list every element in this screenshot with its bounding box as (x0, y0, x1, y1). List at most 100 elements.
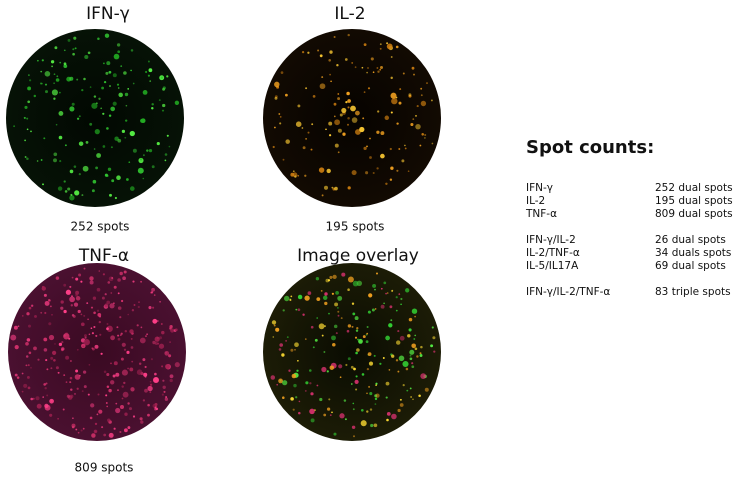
spot (354, 129, 361, 135)
spot (78, 115, 81, 118)
spot (278, 378, 283, 384)
spot (90, 306, 94, 309)
spot (60, 306, 64, 310)
spot (128, 407, 133, 411)
spot (385, 292, 387, 295)
spot (346, 123, 350, 126)
spot (49, 398, 54, 404)
spot (329, 365, 335, 370)
spot (419, 354, 423, 357)
spot (361, 66, 364, 69)
spot (98, 409, 103, 414)
spot (119, 316, 122, 319)
spot (290, 295, 293, 298)
spot (116, 83, 120, 86)
spot (107, 418, 111, 423)
spot (350, 365, 354, 369)
spot (108, 70, 112, 74)
spot (63, 333, 70, 340)
spot (106, 174, 109, 177)
spot (400, 297, 403, 301)
spot (70, 394, 74, 398)
spot (89, 86, 92, 88)
spot (272, 145, 275, 149)
spot (149, 80, 152, 82)
spot (64, 190, 68, 193)
spot (169, 325, 173, 329)
spot (156, 320, 159, 322)
spot (305, 138, 307, 140)
spot (368, 385, 371, 388)
spot (137, 305, 140, 309)
spot (164, 153, 168, 156)
spot (91, 332, 94, 335)
spot (40, 311, 43, 314)
spot (101, 86, 105, 90)
spot (66, 394, 71, 398)
spot (380, 131, 385, 136)
spot (324, 292, 328, 296)
spot (82, 370, 87, 374)
spot (106, 300, 111, 305)
spot (351, 325, 354, 328)
spot (50, 60, 55, 64)
spot (312, 346, 315, 349)
spot (414, 315, 416, 318)
spot (53, 158, 57, 163)
spot (132, 280, 135, 283)
spot (411, 308, 418, 314)
spot (297, 294, 303, 300)
spot (325, 128, 327, 131)
spot (140, 280, 143, 283)
spot (36, 160, 39, 162)
spot (94, 422, 98, 426)
spot (282, 158, 285, 161)
spot (129, 130, 135, 137)
spot (75, 290, 80, 295)
panel-title: IFN-γ (86, 4, 130, 24)
spot (350, 383, 353, 385)
spot (28, 351, 32, 355)
spot (367, 352, 372, 356)
spot (280, 71, 284, 74)
spot (297, 104, 301, 108)
spot (83, 267, 86, 270)
spot (165, 364, 170, 369)
spot (420, 373, 427, 379)
spot (406, 389, 409, 392)
spot (145, 70, 148, 74)
spot (420, 94, 423, 97)
spot (106, 325, 113, 332)
spot (415, 123, 421, 130)
count-value: 252 dual spots (655, 182, 733, 194)
count-label: IFN-γ/IL-2/TNF-α (526, 286, 610, 298)
spot (302, 146, 306, 150)
spot (372, 283, 377, 288)
spot (63, 283, 67, 287)
spot (395, 45, 399, 49)
spot (333, 102, 337, 106)
spot (109, 193, 112, 197)
spot (130, 346, 134, 349)
spot (93, 429, 98, 434)
spot (119, 271, 123, 276)
spot (328, 121, 333, 126)
spot (354, 66, 357, 69)
spot (44, 386, 47, 390)
spot (60, 300, 64, 304)
well (263, 263, 441, 441)
spot (341, 272, 346, 277)
spot (95, 334, 98, 337)
spot (120, 357, 124, 361)
spot (53, 82, 55, 85)
spot (326, 370, 329, 373)
spot (27, 100, 31, 104)
spot (107, 167, 112, 171)
spot (130, 69, 132, 72)
well-image (263, 263, 441, 441)
spot (132, 415, 136, 418)
count-label: TNF-α (525, 208, 557, 220)
spot (298, 400, 301, 403)
spot (25, 364, 28, 367)
spot (360, 420, 367, 427)
